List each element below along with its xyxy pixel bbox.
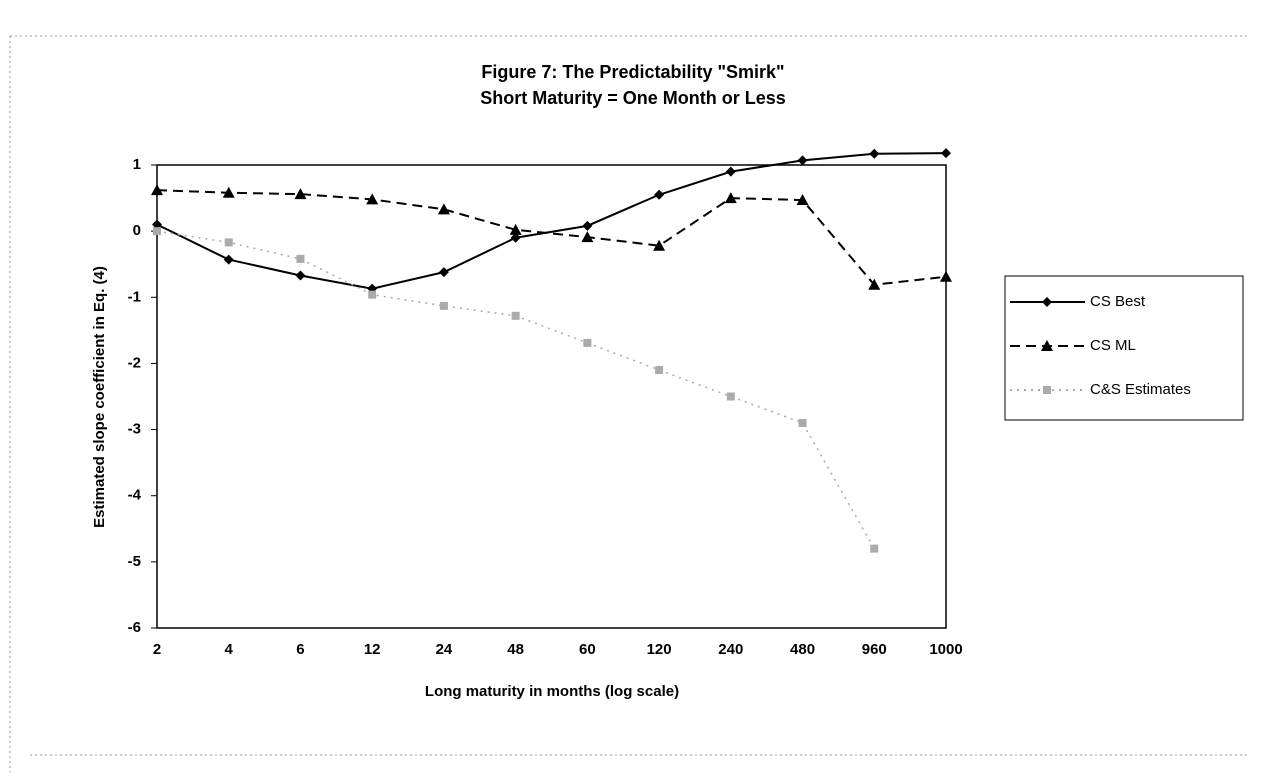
marker bbox=[224, 238, 233, 247]
x-tick-label: 2 bbox=[153, 641, 161, 658]
x-axis-label: Long maturity in months (log scale) bbox=[425, 683, 679, 700]
x-tick-label: 240 bbox=[718, 641, 743, 658]
marker bbox=[581, 231, 594, 243]
marker bbox=[1042, 297, 1052, 307]
x-tick-label: 12 bbox=[364, 641, 381, 658]
y-axis-label: Estimated slope coefficient in Eq. (4) bbox=[91, 266, 108, 528]
marker bbox=[366, 193, 379, 205]
plot-area bbox=[156, 164, 947, 629]
marker bbox=[153, 227, 161, 236]
y-tick-label: 0 bbox=[133, 222, 141, 239]
marker bbox=[1043, 386, 1051, 394]
marker bbox=[870, 544, 879, 553]
x-tick-label: 48 bbox=[507, 641, 524, 658]
y-tick-label: -1 bbox=[128, 288, 141, 305]
x-tick-label: 1000 bbox=[929, 641, 962, 658]
chart-title: Figure 7: The Predictability "Smirk" bbox=[481, 62, 784, 82]
marker bbox=[368, 290, 377, 299]
y-tick-label: -2 bbox=[128, 354, 141, 371]
x-tick-label: 6 bbox=[296, 641, 304, 658]
marker bbox=[940, 270, 952, 282]
y-tick-label: -3 bbox=[128, 421, 141, 438]
marker bbox=[439, 301, 448, 310]
marker bbox=[725, 166, 736, 177]
marker bbox=[1041, 340, 1053, 351]
marker bbox=[654, 189, 665, 200]
marker bbox=[295, 270, 306, 281]
marker bbox=[511, 311, 520, 320]
marker bbox=[296, 254, 305, 263]
marker bbox=[583, 338, 592, 347]
marker bbox=[438, 267, 449, 278]
marker bbox=[437, 203, 450, 215]
marker bbox=[726, 392, 735, 401]
marker bbox=[724, 192, 737, 204]
marker bbox=[653, 239, 666, 251]
y-tick-label: -4 bbox=[128, 487, 142, 504]
frame bbox=[9, 35, 1250, 772]
series-line bbox=[156, 189, 947, 286]
x-tick-label: 60 bbox=[579, 641, 596, 658]
marker bbox=[223, 254, 234, 265]
series-line bbox=[156, 152, 947, 290]
x-tick-label: 4 bbox=[225, 641, 234, 658]
marker bbox=[510, 232, 521, 243]
marker bbox=[798, 418, 807, 427]
marker bbox=[941, 148, 951, 159]
marker bbox=[797, 155, 808, 166]
chart-subtitle: Short Maturity = One Month or Less bbox=[480, 88, 786, 108]
marker bbox=[152, 219, 162, 230]
x-tick-label: 960 bbox=[862, 641, 887, 658]
marker bbox=[796, 194, 809, 206]
marker bbox=[582, 220, 593, 231]
marker bbox=[655, 366, 664, 375]
x-tick-label: 480 bbox=[790, 641, 815, 658]
marker bbox=[509, 223, 522, 235]
marker bbox=[151, 184, 163, 196]
x-tick-label: 24 bbox=[436, 641, 453, 658]
y-tick-label: 1 bbox=[133, 156, 141, 173]
marker bbox=[294, 188, 307, 200]
y-tick-label: -5 bbox=[128, 553, 141, 570]
y-tick-label: -6 bbox=[128, 619, 141, 636]
legend-label: C&S Estimates bbox=[1090, 381, 1191, 398]
x-tick-label: 120 bbox=[647, 641, 672, 658]
marker bbox=[869, 148, 880, 159]
marker bbox=[868, 278, 881, 290]
legend-label: CS ML bbox=[1090, 337, 1136, 354]
legend-label: CS Best bbox=[1090, 293, 1146, 310]
marker bbox=[222, 186, 235, 198]
series-line bbox=[156, 230, 875, 550]
